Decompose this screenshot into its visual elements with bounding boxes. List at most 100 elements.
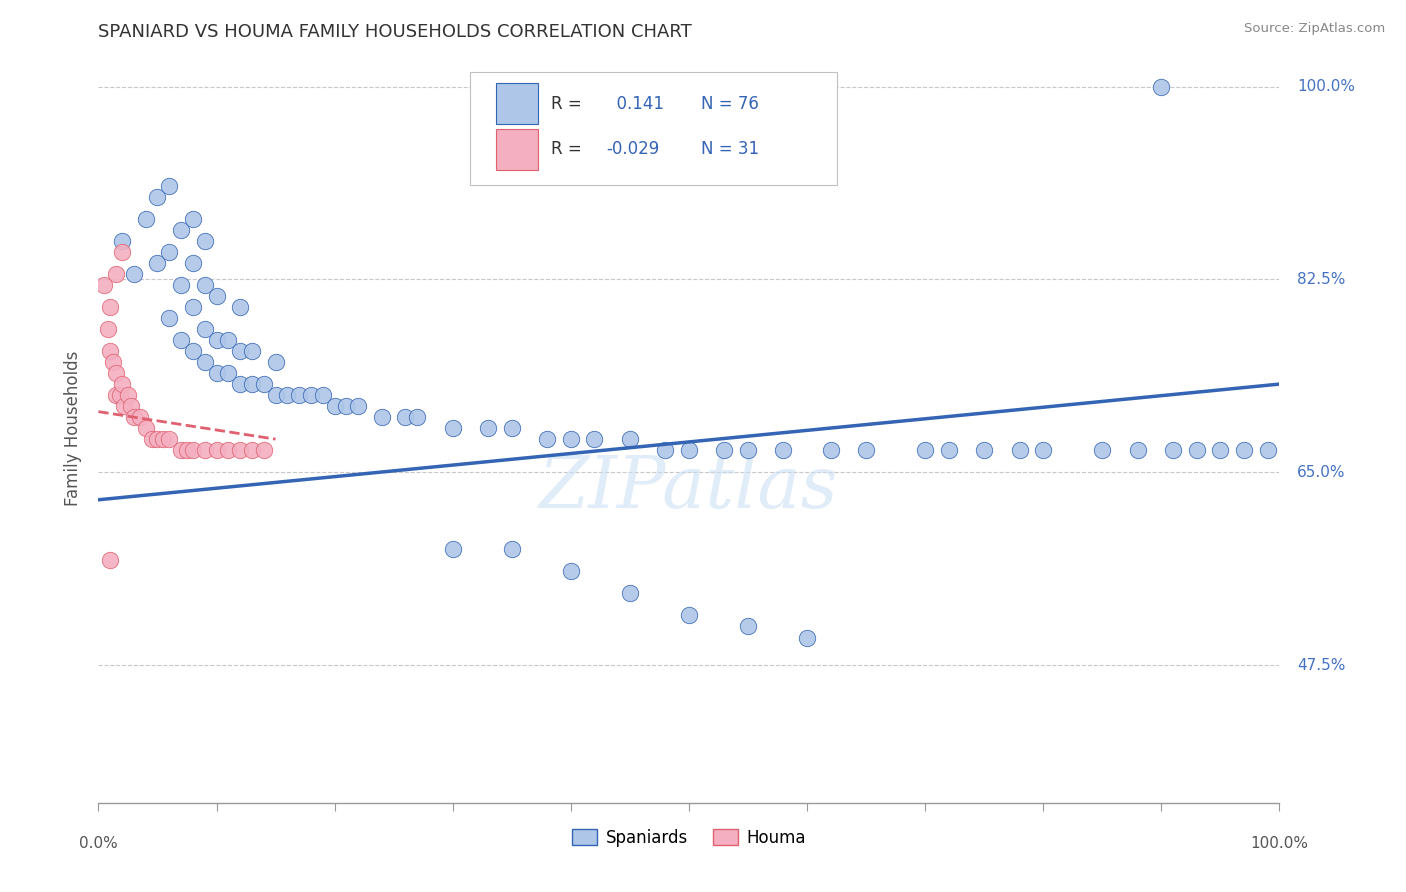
Point <box>229 377 252 392</box>
Point <box>194 322 217 336</box>
Point <box>176 443 198 458</box>
Point <box>112 399 135 413</box>
Point <box>117 388 139 402</box>
Point <box>335 399 357 413</box>
Point <box>560 432 582 446</box>
Point <box>240 443 263 458</box>
Point <box>264 388 287 402</box>
Point <box>1091 443 1114 458</box>
Point <box>111 377 134 392</box>
Point <box>501 542 523 557</box>
Point <box>217 443 239 458</box>
Text: R =: R = <box>551 95 582 112</box>
Text: 65.0%: 65.0% <box>1298 465 1346 480</box>
Point <box>111 244 134 259</box>
Text: N = 31: N = 31 <box>700 140 759 159</box>
Point <box>264 355 287 369</box>
Point <box>170 223 193 237</box>
Point <box>135 421 157 435</box>
Point <box>240 377 263 392</box>
Point <box>737 619 759 633</box>
Point <box>229 443 252 458</box>
Point <box>619 586 641 600</box>
Point <box>855 443 877 458</box>
Point <box>105 267 128 281</box>
Point <box>619 432 641 446</box>
Point <box>253 443 276 458</box>
Point <box>678 443 700 458</box>
Point <box>181 211 204 226</box>
Point <box>1150 79 1173 94</box>
Point <box>194 277 217 292</box>
Point <box>914 443 936 458</box>
Point <box>194 234 217 248</box>
Point <box>1233 443 1256 458</box>
Point <box>477 421 499 435</box>
Text: 100.0%: 100.0% <box>1298 79 1355 94</box>
Point <box>170 333 193 347</box>
Point <box>654 443 676 458</box>
Point <box>146 190 169 204</box>
Point <box>276 388 298 402</box>
Text: R =: R = <box>551 140 582 159</box>
Point <box>108 388 131 402</box>
Point <box>194 443 217 458</box>
Point <box>1126 443 1149 458</box>
Point <box>713 443 735 458</box>
Point <box>121 399 143 413</box>
Point <box>347 399 370 413</box>
Point <box>111 234 134 248</box>
Point <box>583 432 606 446</box>
Text: 47.5%: 47.5% <box>1298 657 1346 673</box>
Point <box>181 300 204 314</box>
Point <box>501 421 523 435</box>
Point <box>371 410 394 425</box>
Point <box>1032 443 1054 458</box>
Text: N = 76: N = 76 <box>700 95 759 112</box>
Point <box>157 310 180 325</box>
Point <box>152 432 174 446</box>
Text: SPANIARD VS HOUMA FAMILY HOUSEHOLDS CORRELATION CHART: SPANIARD VS HOUMA FAMILY HOUSEHOLDS CORR… <box>98 23 692 41</box>
Text: ZIPatlas: ZIPatlas <box>538 453 839 524</box>
Point <box>205 443 228 458</box>
Point <box>253 377 276 392</box>
Point <box>135 211 157 226</box>
Text: -0.029: -0.029 <box>606 140 659 159</box>
Text: 82.5%: 82.5% <box>1298 272 1346 287</box>
Point <box>97 322 120 336</box>
Point <box>217 333 239 347</box>
Point <box>105 388 128 402</box>
Point <box>98 344 121 359</box>
Point <box>141 432 163 446</box>
Point <box>128 410 150 425</box>
Point <box>1008 443 1031 458</box>
Point <box>737 443 759 458</box>
Point <box>394 410 416 425</box>
Point <box>181 256 204 270</box>
Point <box>93 277 115 292</box>
Legend: Spaniards, Houma: Spaniards, Houma <box>572 829 806 847</box>
Point <box>240 344 263 359</box>
Point <box>229 344 252 359</box>
Point <box>170 277 193 292</box>
Point <box>1185 443 1208 458</box>
Text: 100.0%: 100.0% <box>1250 836 1309 851</box>
Point <box>122 267 145 281</box>
Point <box>1257 443 1279 458</box>
Point <box>441 421 464 435</box>
Point <box>217 366 239 380</box>
Point <box>1161 443 1184 458</box>
Point <box>560 565 582 579</box>
Point <box>181 344 204 359</box>
Text: 0.0%: 0.0% <box>79 836 118 851</box>
Point <box>170 443 193 458</box>
Point <box>536 432 558 446</box>
Point <box>157 244 180 259</box>
Point <box>796 631 818 645</box>
Point <box>229 300 252 314</box>
FancyBboxPatch shape <box>496 83 537 124</box>
Point <box>973 443 995 458</box>
Y-axis label: Family Households: Family Households <box>65 351 83 506</box>
Point <box>105 366 128 380</box>
Point <box>157 178 180 193</box>
